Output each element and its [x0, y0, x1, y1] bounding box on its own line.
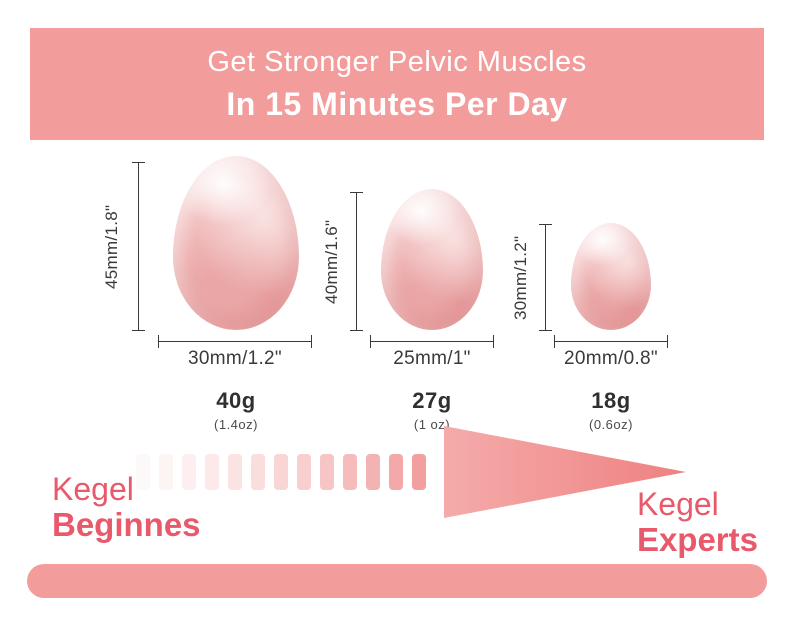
egg-image-large	[173, 156, 299, 330]
egg-medium-weight: 27g	[412, 388, 452, 413]
egg-medium-width-measure-line	[370, 335, 494, 348]
kegel-beginners-line1: Kegel	[52, 471, 134, 507]
egg-large-width-label: 30mm/1.2"	[188, 348, 282, 369]
egg-large-height-measure-line	[132, 162, 145, 331]
egg-large-weight: 40g	[216, 388, 256, 413]
egg-small-weight: 18g	[591, 388, 631, 413]
egg-medium-height-measure-line	[350, 192, 363, 331]
egg-medium-width-label: 25mm/1"	[393, 348, 471, 369]
egg-small-weight-oz: (0.6oz)	[589, 417, 633, 432]
egg-small-height-label: 30mm/1.2"	[511, 235, 530, 320]
egg-large-width-measure-line	[158, 335, 312, 348]
egg-medium-weight-oz: (1 oz)	[413, 417, 451, 432]
banner-title-line1: Get Stronger Pelvic Muscles	[207, 45, 587, 78]
arrow-head	[444, 426, 686, 518]
egg-image-small	[571, 223, 651, 330]
egg-large-weight-oz: (1.4oz)	[214, 417, 258, 432]
arrow-tail-dashes	[136, 454, 426, 490]
banner-title-line2: In 15 Minutes Per Day	[226, 85, 568, 122]
egg-image-medium	[381, 189, 483, 330]
bottom-decorative-strip	[27, 564, 767, 598]
title-banner: Get Stronger Pelvic Muscles In 15 Minute…	[30, 28, 764, 140]
kegel-experts-line1: Kegel	[636, 486, 719, 522]
kegel-experts-label: Kegel Experts	[636, 486, 758, 559]
kegel-beginners-label: Kegel Beginnes	[52, 471, 201, 544]
egg-small-height-measure-line	[539, 224, 552, 331]
kegel-beginners-line2: Beginnes	[52, 506, 201, 544]
egg-small-width-label: 20mm/0.8"	[564, 348, 658, 369]
progression-arrow	[136, 426, 686, 518]
egg-medium-height-label: 40mm/1.6"	[322, 219, 341, 304]
egg-small-width-measure-line	[554, 335, 668, 348]
kegel-experts-line2: Experts	[636, 521, 758, 559]
egg-large-height-label: 45mm/1.8"	[102, 204, 121, 289]
